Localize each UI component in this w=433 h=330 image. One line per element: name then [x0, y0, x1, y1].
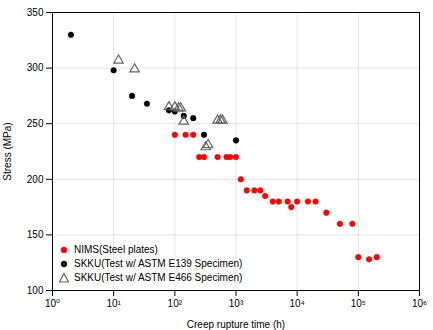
svg-text:200: 200 [27, 174, 44, 185]
html-text:SKKU(Test w/ ASTM E139 Specime: SKKU(Test w/ ASTM E139 Specimen) [74, 258, 243, 269]
svg-text:10³: 10³ [229, 298, 244, 309]
svg-text:150: 150 [27, 229, 44, 240]
svg-text:10⁵: 10⁵ [351, 298, 366, 309]
svg-text:10⁴: 10⁴ [289, 298, 304, 309]
svg-text:100: 100 [27, 285, 44, 296]
svg-text:250: 250 [27, 118, 44, 129]
html-text:NIMS(Steel plates): NIMS(Steel plates) [74, 244, 158, 255]
svg-text:300: 300 [27, 62, 44, 73]
svg-text:10¹: 10¹ [106, 298, 121, 309]
svg-text:350: 350 [27, 7, 44, 18]
svg-text:Stress (MPa): Stress (MPa) [2, 122, 13, 180]
svg-text:Creep rupture time (h): Creep rupture time (h) [187, 319, 285, 330]
svg-text:10⁶: 10⁶ [412, 298, 427, 309]
svg-text:10²: 10² [168, 298, 183, 309]
html-text:SKKU(Test w/ ASTM E466 Specime: SKKU(Test w/ ASTM E466 Specimen) [74, 272, 243, 283]
svg-text:10⁰: 10⁰ [45, 298, 60, 309]
